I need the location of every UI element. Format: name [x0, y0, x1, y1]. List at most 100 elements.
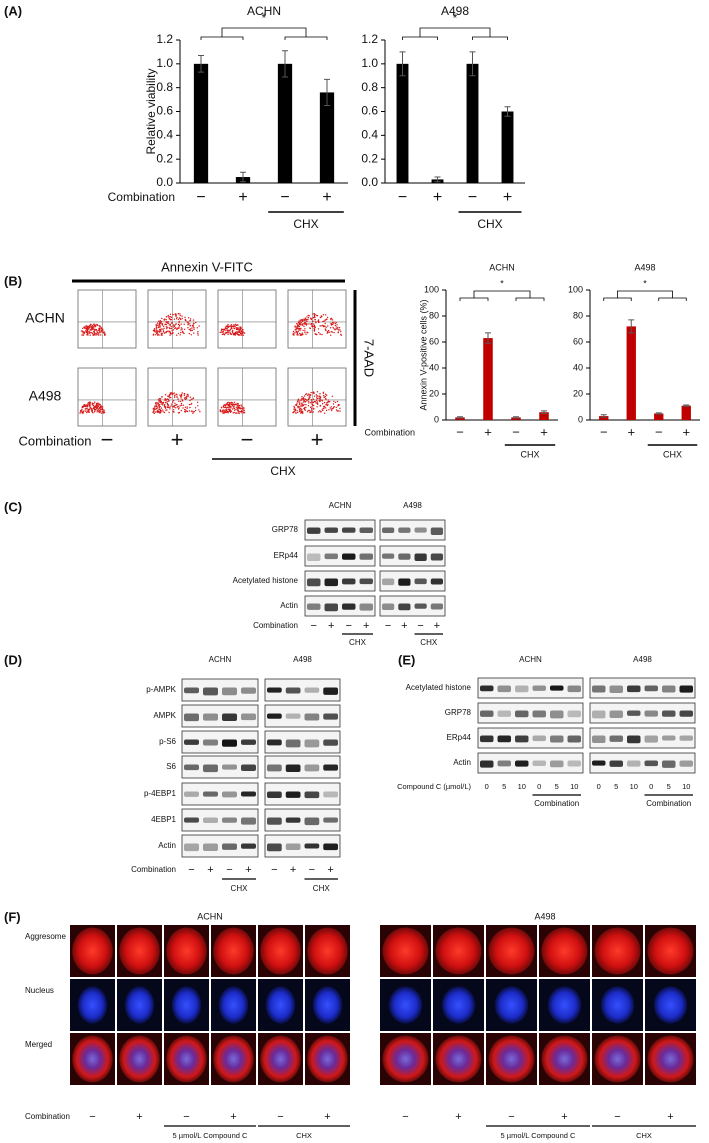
flow-event	[86, 333, 89, 335]
blot-band	[644, 735, 658, 743]
flow-event	[236, 404, 238, 406]
flow-event	[173, 409, 175, 411]
flow-event	[171, 391, 173, 394]
flow-event	[240, 404, 242, 406]
row-label: Combination	[131, 865, 176, 874]
blot-band	[222, 817, 237, 823]
blot-band	[430, 578, 443, 585]
flow-event	[241, 410, 243, 412]
flow-event	[316, 406, 318, 408]
flow-event	[228, 407, 230, 409]
group-label: CHX	[477, 217, 502, 231]
flow-event	[168, 395, 171, 397]
flow-event	[159, 326, 161, 328]
y-tick-label: 0.2	[361, 151, 378, 165]
flow-event	[98, 328, 100, 330]
image-title: A498	[534, 911, 555, 921]
flow-event	[242, 334, 245, 336]
flow-event	[190, 410, 193, 412]
flow-event	[239, 332, 242, 335]
flow-event	[162, 402, 164, 405]
flow-event	[180, 327, 183, 329]
flow-event	[89, 332, 91, 334]
flow-event	[172, 401, 174, 403]
flow-event	[155, 325, 157, 327]
flow-event	[293, 408, 295, 410]
flow-event	[159, 400, 161, 402]
flow-event	[183, 323, 185, 325]
micrograph-cell	[166, 927, 207, 975]
flow-event	[157, 398, 160, 400]
flow-event	[226, 408, 228, 410]
bar	[626, 326, 636, 420]
flow-event	[241, 412, 243, 414]
blot-band	[532, 760, 546, 767]
sign: −	[89, 1111, 95, 1123]
blot-band	[644, 710, 658, 717]
blot-box	[181, 704, 259, 728]
flow-event	[189, 318, 192, 320]
blot-row-label: 4EBP1	[151, 815, 176, 824]
flow-event	[158, 326, 160, 329]
flow-event	[165, 316, 168, 318]
flow-event	[84, 408, 87, 410]
flow-event	[336, 324, 338, 326]
flow-event	[159, 410, 161, 413]
flow-event	[93, 324, 96, 327]
bar	[599, 416, 609, 420]
blot-band	[267, 687, 282, 693]
y-tick-label: 0.8	[156, 80, 173, 94]
blot-band	[644, 760, 658, 767]
flow-event	[196, 401, 199, 403]
flow-event	[174, 404, 177, 406]
micrograph-cell	[213, 1035, 254, 1083]
flow-event	[162, 401, 165, 404]
flow-event	[165, 319, 167, 321]
dose: 5	[614, 782, 618, 791]
blot-row-label: AMPK	[153, 711, 176, 720]
flow-event	[179, 334, 181, 336]
dose: 10	[518, 782, 526, 791]
sign: −	[183, 1111, 189, 1123]
flow-event	[330, 318, 332, 321]
error-bar	[513, 416, 519, 419]
flow-event	[295, 328, 297, 330]
flow-event	[172, 313, 174, 316]
flow-event	[331, 323, 334, 326]
micrograph-cell	[547, 986, 582, 1024]
flow-event	[82, 405, 85, 407]
flow-event	[168, 330, 170, 332]
flow-event	[157, 402, 159, 404]
flow-event	[232, 405, 234, 407]
x-tick-label: −	[398, 189, 407, 206]
flow-event	[164, 401, 167, 404]
blot-band	[285, 687, 301, 694]
blot-band	[324, 553, 338, 560]
flow-event	[166, 326, 168, 328]
micrograph-cell	[218, 986, 249, 1024]
blot-row-label: Acetylated histone	[406, 683, 472, 692]
flow-event	[312, 313, 314, 315]
flow-event	[229, 402, 232, 404]
flow-event	[295, 412, 297, 414]
bar	[396, 63, 409, 184]
flow-event	[300, 404, 302, 406]
blot-band	[184, 817, 199, 823]
flow-event	[314, 319, 316, 321]
flow-event	[158, 399, 160, 402]
flow-event	[297, 322, 300, 324]
blot-band	[222, 739, 237, 747]
y-tick-label: 0.8	[361, 80, 378, 94]
sign: +	[230, 1111, 236, 1123]
flow-event	[172, 332, 174, 335]
flow-event	[238, 406, 240, 409]
sign: +	[245, 864, 251, 876]
flow-event	[299, 334, 301, 336]
flow-event	[227, 411, 229, 413]
flow-event	[230, 407, 232, 409]
dose: 0	[485, 782, 489, 791]
flow-event	[305, 406, 307, 408]
flow-event	[233, 325, 235, 327]
flow-event	[229, 325, 231, 327]
micrograph-cell	[260, 1035, 301, 1083]
